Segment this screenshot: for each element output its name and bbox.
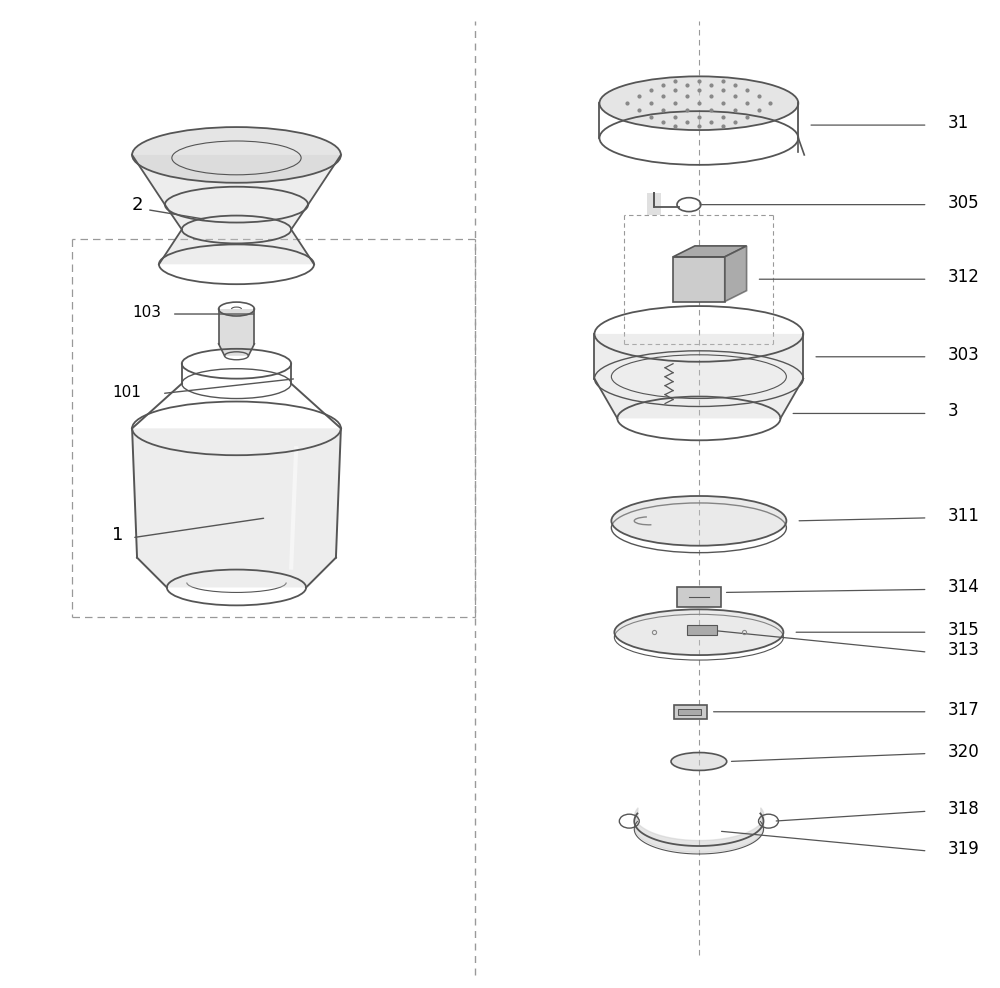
Text: 318: 318 <box>947 800 979 818</box>
Text: 103: 103 <box>132 305 161 320</box>
Polygon shape <box>673 246 747 257</box>
Text: 1: 1 <box>112 526 124 543</box>
Ellipse shape <box>611 496 786 545</box>
Polygon shape <box>687 625 717 635</box>
Polygon shape <box>647 193 661 214</box>
Ellipse shape <box>671 753 727 771</box>
Polygon shape <box>677 588 721 608</box>
Text: 305: 305 <box>947 194 979 211</box>
Ellipse shape <box>599 76 798 130</box>
Text: 319: 319 <box>947 840 979 858</box>
Text: 320: 320 <box>947 743 979 761</box>
Polygon shape <box>594 334 803 419</box>
Text: 315: 315 <box>947 621 979 639</box>
Ellipse shape <box>132 127 341 183</box>
Text: 313: 313 <box>947 641 979 659</box>
Ellipse shape <box>614 610 783 655</box>
Text: 317: 317 <box>947 700 979 718</box>
Text: 2: 2 <box>132 196 144 213</box>
Text: 311: 311 <box>947 507 979 525</box>
Text: 3: 3 <box>947 402 958 421</box>
Polygon shape <box>132 429 341 588</box>
Text: 303: 303 <box>947 346 979 364</box>
Text: 101: 101 <box>112 384 141 399</box>
Polygon shape <box>132 155 341 265</box>
Polygon shape <box>674 704 707 718</box>
Polygon shape <box>678 708 701 714</box>
Text: 312: 312 <box>947 268 979 287</box>
Text: 31: 31 <box>947 114 969 132</box>
Polygon shape <box>673 257 725 301</box>
Polygon shape <box>725 246 747 301</box>
Text: 314: 314 <box>947 578 979 597</box>
Polygon shape <box>219 309 254 356</box>
